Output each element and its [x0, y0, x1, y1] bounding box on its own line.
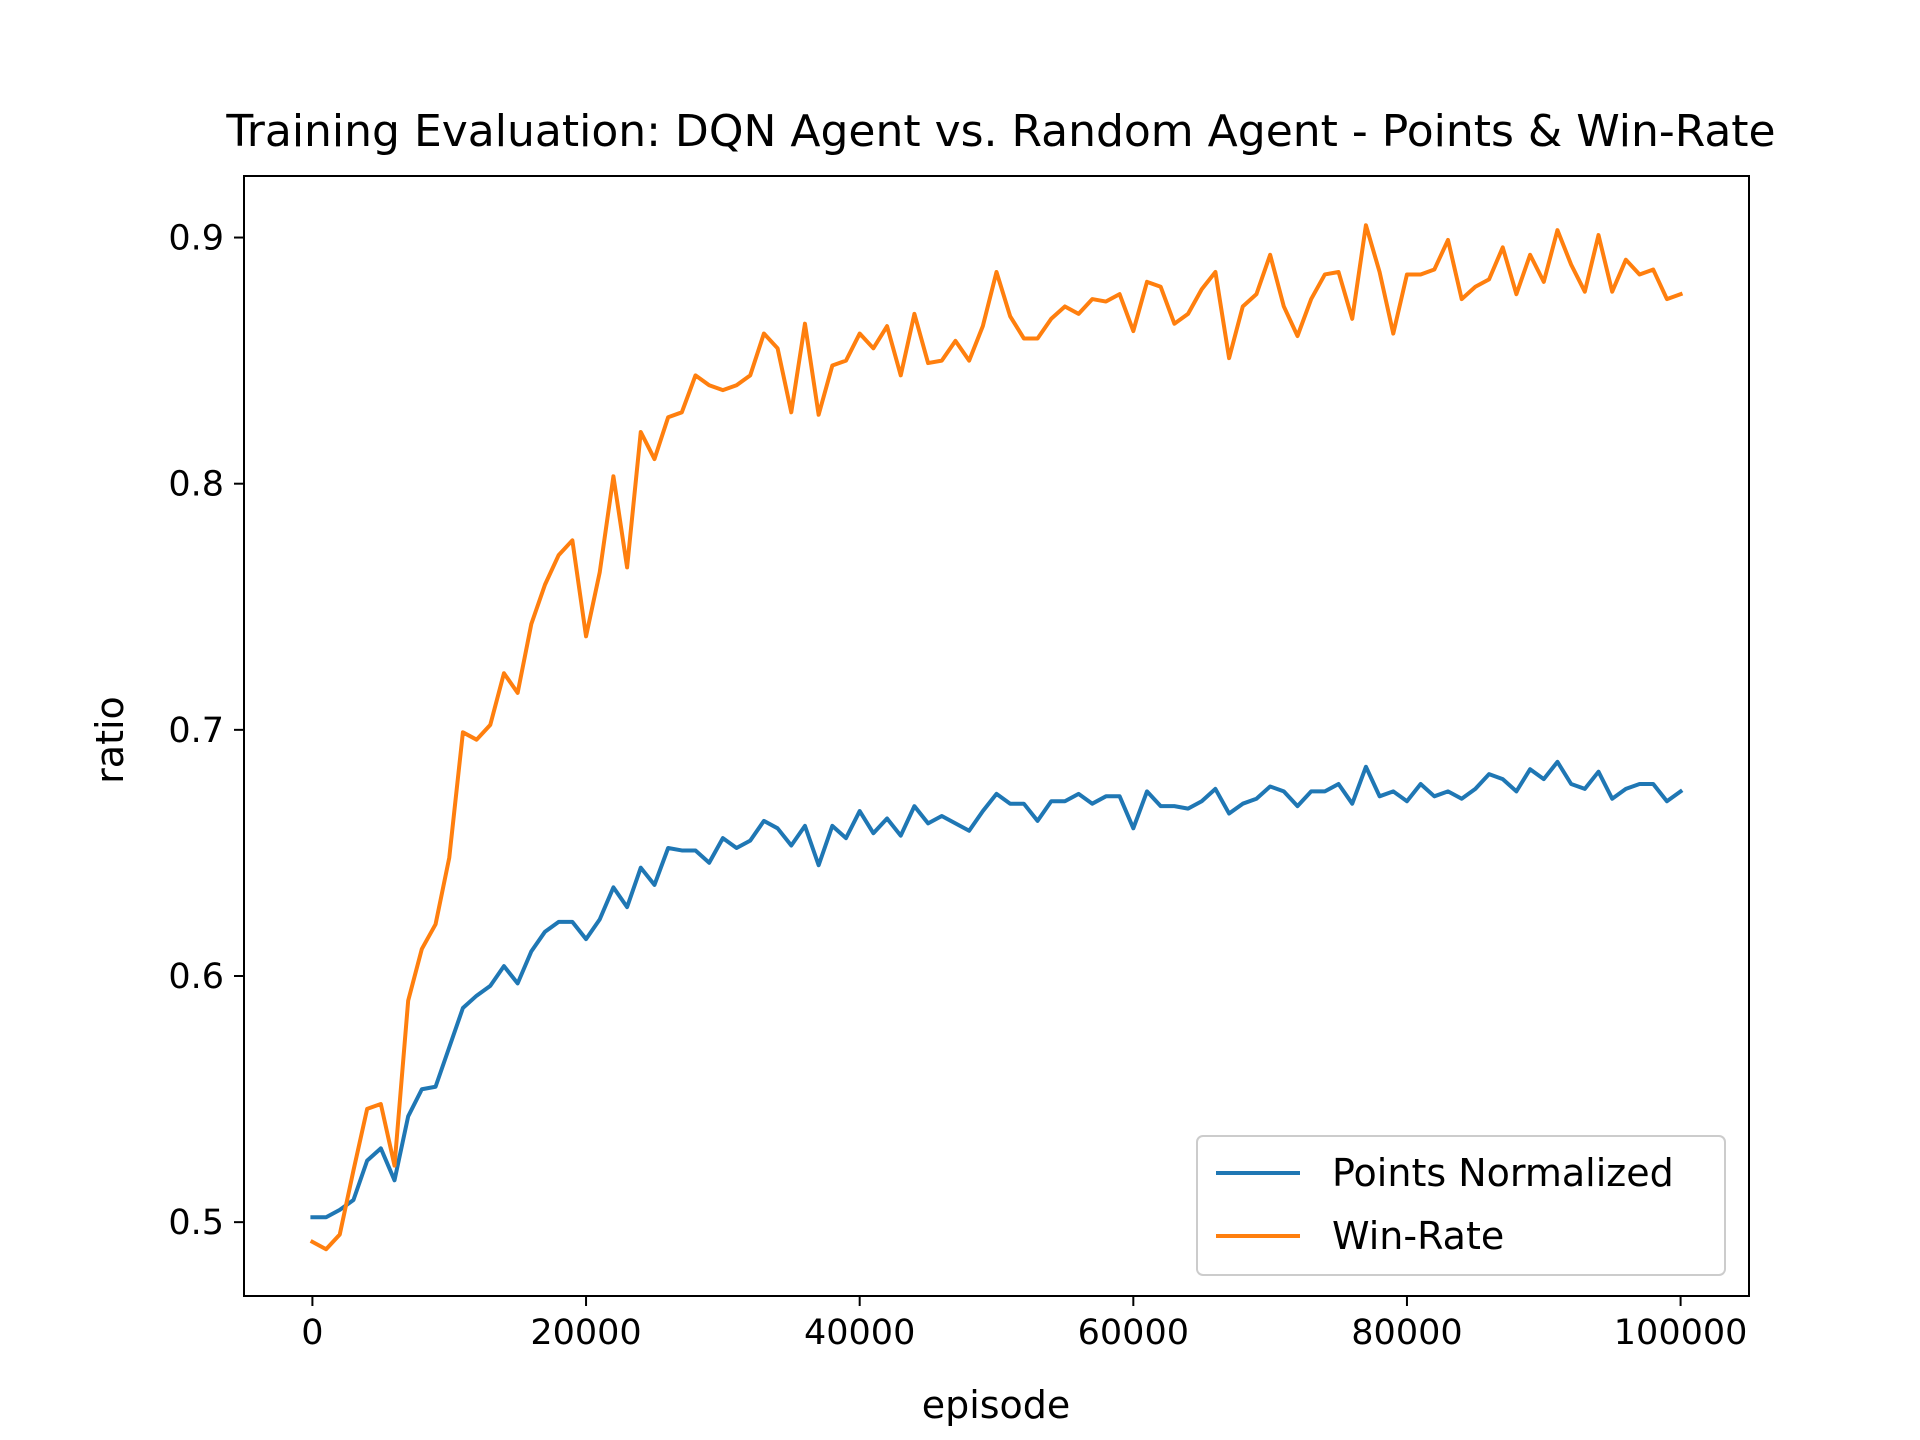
legend-box	[1196, 1135, 1726, 1276]
x-axis-label: episode	[922, 1383, 1071, 1427]
series-layer	[309, 223, 1684, 1252]
y-tick-label: 0.9	[168, 219, 224, 259]
y-tick-label: 0.7	[168, 711, 224, 751]
x-tick-label: 0	[301, 1313, 323, 1353]
y-tick-label: 0.5	[168, 1203, 224, 1243]
x-axis-ticks: 0 20000 40000 60000 80000 100000	[301, 1296, 1747, 1353]
plot-frame	[243, 175, 1750, 1297]
legend-label-points-normalized: Points Normalized	[1332, 1151, 1674, 1195]
y-axis-label: ratio	[88, 696, 132, 784]
x-tick-label: 40000	[804, 1313, 915, 1353]
series-line-win-rate	[309, 223, 1684, 1252]
y-axis-ticks: 0.5 0.6 0.7 0.8 0.9	[168, 219, 244, 1243]
x-tick-label: 20000	[530, 1313, 641, 1353]
x-tick-label: 60000	[1078, 1313, 1189, 1353]
legend: Points Normalized Win-Rate	[1196, 1135, 1726, 1276]
legend-label-win-rate: Win-Rate	[1332, 1214, 1504, 1258]
y-tick-label: 0.6	[168, 957, 224, 997]
series-line-points-normalized	[310, 759, 1684, 1220]
x-tick-label: 80000	[1351, 1313, 1462, 1353]
x-tick-label: 100000	[1614, 1313, 1748, 1353]
y-tick-label: 0.8	[168, 465, 224, 505]
chart-title: Training Evaluation: DQN Agent vs. Rando…	[225, 106, 1775, 157]
